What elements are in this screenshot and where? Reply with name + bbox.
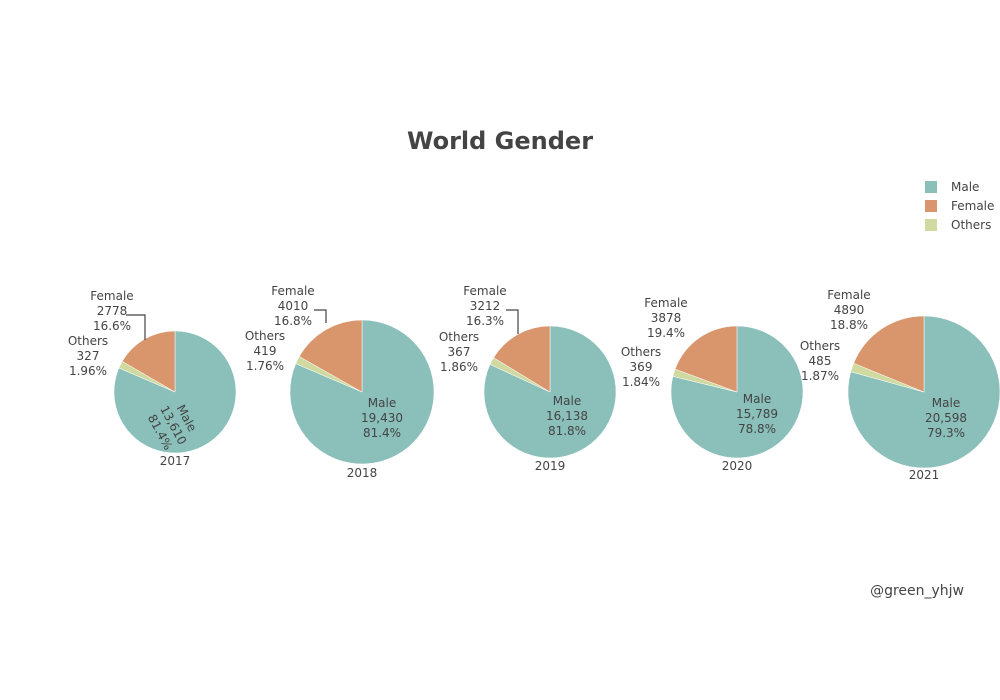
pie-2019-year-label: 2019	[535, 459, 566, 473]
legend-swatch-female[interactable]	[925, 200, 937, 212]
pie-2017-label-female: Female 2778 16.6%	[90, 289, 133, 333]
pie-2021-slice-female[interactable]	[853, 315, 925, 393]
legend-label-female[interactable]: Female	[951, 199, 994, 213]
pie-2018-slice-female[interactable]	[298, 319, 363, 393]
pie-2020-label-others: Others 369 1.84%	[621, 345, 661, 389]
pie-2018-label-others: Others 419 1.76%	[245, 329, 285, 373]
legend-swatch-male[interactable]	[925, 181, 937, 193]
pie-2019-label-female: Female 3212 16.3%	[463, 284, 506, 328]
pie-2017-leader-line	[126, 314, 146, 340]
pie-2018-year-label: 2018	[347, 466, 378, 480]
pie-2018-slice-male[interactable]	[289, 319, 435, 465]
chart-title: World Gender	[407, 127, 593, 155]
pie-2021-label-female: Female 4890 18.8%	[827, 288, 870, 332]
pie-2019-label-male: Male 16,138 81.8%	[546, 394, 588, 438]
pie-2017-slice-male[interactable]	[113, 330, 237, 454]
pie-2021-slice-male[interactable]	[847, 315, 1000, 469]
pie-2018-leader-line	[314, 309, 327, 323]
pie-2021-label-male: Male 20,598 79.3%	[925, 396, 967, 440]
pie-2019-slice-female[interactable]	[493, 325, 551, 393]
pie-2021-year-label: 2021	[909, 468, 940, 482]
pie-2019-leader-line	[506, 309, 519, 334]
pie-2020-label-female: Female 3878 19.4%	[644, 296, 687, 340]
pie-2017-label-others: Others 327 1.96%	[68, 334, 108, 378]
pie-2020-year-label: 2020	[722, 459, 753, 473]
pie-2020-slice-female[interactable]	[674, 325, 738, 393]
pies-group: Male13,61081.4%Female 2778 16.6%Others 327 1…	[68, 284, 1000, 482]
credit-text: @green_yhjw	[870, 583, 964, 599]
legend[interactable]: Male Female Others	[925, 180, 994, 232]
legend-label-others[interactable]: Others	[951, 218, 991, 232]
pie-2021-label-others: Others 485 1.87%	[800, 339, 840, 383]
legend-label-male[interactable]: Male	[951, 180, 979, 194]
legend-swatch-others[interactable]	[925, 219, 937, 231]
pie-2018-label-female: Female 4010 16.8%	[271, 284, 314, 328]
pie-2020-label-male: Male 15,789 78.8%	[736, 392, 778, 436]
pie-2018-label-male: Male 19,430 81.4%	[361, 396, 403, 440]
pie-2017-year-label: 2017	[160, 454, 191, 468]
pie-2019-label-others: Others 367 1.86%	[439, 330, 479, 374]
